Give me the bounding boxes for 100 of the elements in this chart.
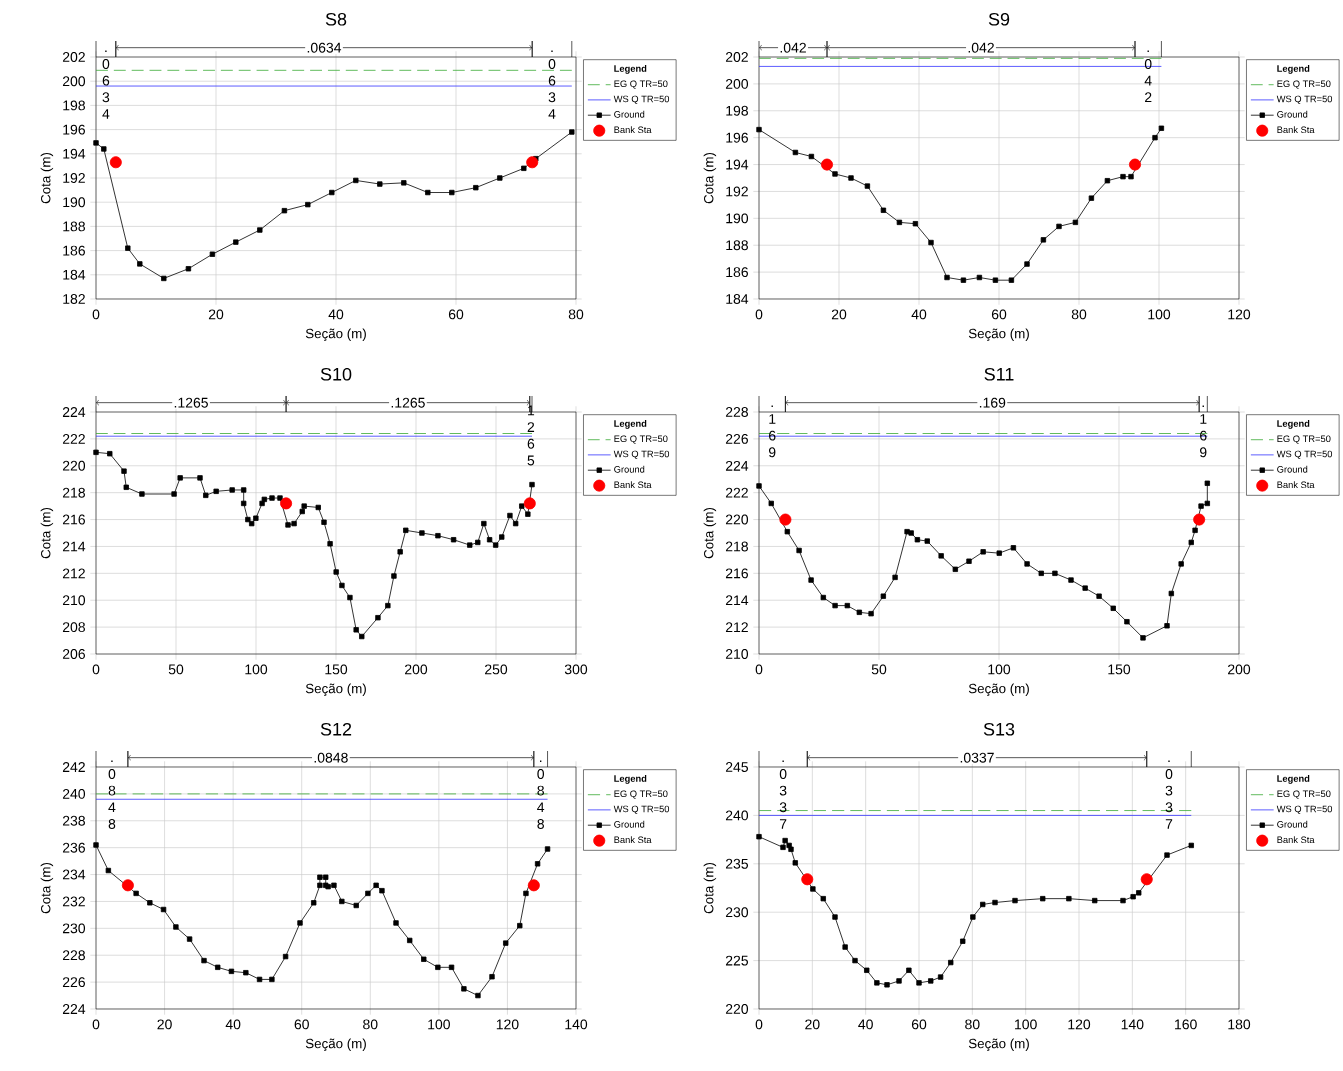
- text: .1265: [391, 397, 425, 408]
- y-tick-label: 218: [62, 487, 85, 498]
- y-tick-label: 218: [725, 541, 748, 552]
- y-tick-label: 182: [63, 294, 85, 304]
- legend-label: EG Q TR=50: [614, 80, 668, 89]
- x-tick-label: 180: [1228, 1019, 1251, 1030]
- legend-label: Bank Sta: [614, 126, 652, 134]
- x-tick-label: 120: [496, 1019, 519, 1030]
- x-axis-title: Seção (m): [968, 328, 1029, 341]
- y-tick-label: 235: [725, 858, 749, 869]
- y-tick-label: 214: [725, 595, 749, 606]
- x-tick-label: 20: [208, 309, 224, 320]
- legend-label: Ground: [1277, 110, 1308, 118]
- y-axis-title: Cota (m): [40, 862, 54, 914]
- annotation: . 0 3 3 7: [1165, 760, 1173, 829]
- x-tick-label: 0: [755, 664, 763, 675]
- x-tick-label: 0: [92, 309, 100, 320]
- y-tick-label: 196: [726, 132, 748, 143]
- y-tick-label: 186: [726, 267, 748, 278]
- x-axis-title: Seção (m): [968, 1038, 1029, 1051]
- legend-title: Legend: [1277, 420, 1310, 429]
- text: .042: [968, 42, 994, 53]
- x-tick-label: 20: [157, 1019, 172, 1030]
- x-tick-label: 200: [1228, 664, 1251, 675]
- y-tick-label: 220: [62, 460, 86, 471]
- x-tick-label: 100: [1015, 1019, 1037, 1030]
- y-tick-label: 230: [62, 923, 86, 934]
- x-tick-label: 0: [755, 1019, 763, 1030]
- x-tick-label: 100: [245, 664, 268, 675]
- chart-title: S10: [320, 367, 352, 381]
- y-tick-label: 222: [725, 487, 748, 498]
- x-tick-label: 250: [485, 664, 508, 675]
- y-tick-label: 208: [62, 622, 85, 633]
- annotation: 1 2 6 5: [527, 405, 535, 466]
- y-axis-title: Cota (m): [703, 152, 717, 204]
- annotation: . 0 6 3 4: [548, 50, 556, 119]
- y-tick-label: 228: [725, 407, 748, 417]
- y-tick-label: 230: [725, 907, 749, 918]
- y-tick-label: 216: [62, 514, 85, 525]
- y-tick-label: 224: [62, 1004, 86, 1014]
- y-tick-label: 198: [63, 100, 85, 111]
- text: .0848: [314, 752, 348, 763]
- x-tick-label: 20: [831, 309, 847, 320]
- legend-label: Bank Sta: [614, 481, 652, 489]
- x-tick-label: 100: [988, 664, 1011, 675]
- legend-label: EG Q TR=50: [1277, 435, 1331, 444]
- text: .1265: [174, 397, 208, 408]
- text: .0634: [307, 42, 342, 53]
- y-tick-label: 226: [62, 977, 85, 988]
- y-tick-label: 194: [726, 159, 749, 170]
- legend-label: Bank Sta: [614, 836, 652, 844]
- legend-label: EG Q TR=50: [1277, 80, 1331, 89]
- y-tick-label: 196: [63, 124, 85, 135]
- legend-label: WS Q TR=50: [613, 805, 670, 814]
- y-tick-label: 214: [62, 541, 86, 552]
- legend-title: Legend: [614, 775, 647, 784]
- x-tick-label: 40: [225, 1019, 241, 1030]
- chart-title: S13: [983, 722, 1015, 736]
- y-tick-label: 225: [725, 955, 749, 966]
- y-tick-label: 222: [62, 434, 85, 444]
- y-tick-label: 212: [62, 568, 85, 579]
- x-tick-label: 200: [405, 664, 428, 675]
- annotation: . 0 6 3 4: [102, 50, 110, 119]
- legend-label: Bank Sta: [1277, 481, 1315, 489]
- x-tick-label: 40: [911, 309, 927, 320]
- legend-label: WS Q TR=50: [1276, 450, 1333, 459]
- x-tick-label: 150: [1108, 664, 1131, 675]
- legend-label: EG Q TR=50: [614, 790, 668, 799]
- x-tick-label: 80: [965, 1019, 980, 1030]
- legend-title: Legend: [1277, 65, 1310, 74]
- y-tick-label: 206: [62, 649, 85, 659]
- legend-title: Legend: [1277, 775, 1310, 784]
- y-tick-label: 245: [725, 762, 749, 772]
- y-tick-label: 194: [63, 148, 86, 159]
- chart-title: S12: [320, 722, 352, 736]
- y-tick-label: 212: [725, 622, 748, 632]
- legend-label: WS Q TR=50: [1276, 95, 1333, 104]
- text: .042: [780, 42, 806, 53]
- x-axis-title: Seção (m): [305, 683, 366, 696]
- y-tick-label: 232: [62, 896, 85, 907]
- text: .0337: [960, 752, 994, 763]
- x-tick-label: 20: [805, 1019, 820, 1030]
- x-tick-label: 160: [1175, 1019, 1197, 1030]
- x-tick-label: 60: [911, 1019, 927, 1030]
- legend-title: Legend: [614, 420, 647, 429]
- y-tick-label: 210: [725, 649, 749, 659]
- y-tick-label: 202: [62, 52, 85, 62]
- x-axis-title: Seção (m): [305, 328, 366, 341]
- legend-label: Ground: [1277, 820, 1308, 828]
- x-tick-label: 80: [363, 1019, 378, 1030]
- x-tick-label: 140: [1121, 1019, 1144, 1030]
- y-axis-title: Cota (m): [40, 507, 54, 559]
- legend-title: Legend: [614, 65, 647, 74]
- chart-title: S8: [325, 12, 347, 26]
- legend-label: Bank Sta: [1277, 836, 1315, 844]
- y-axis-title: Cota (m): [703, 507, 717, 559]
- x-tick-label: 60: [294, 1019, 309, 1030]
- y-tick-label: 228: [62, 950, 85, 961]
- x-tick-label: 0: [92, 1019, 100, 1030]
- x-tick-label: 80: [568, 309, 584, 320]
